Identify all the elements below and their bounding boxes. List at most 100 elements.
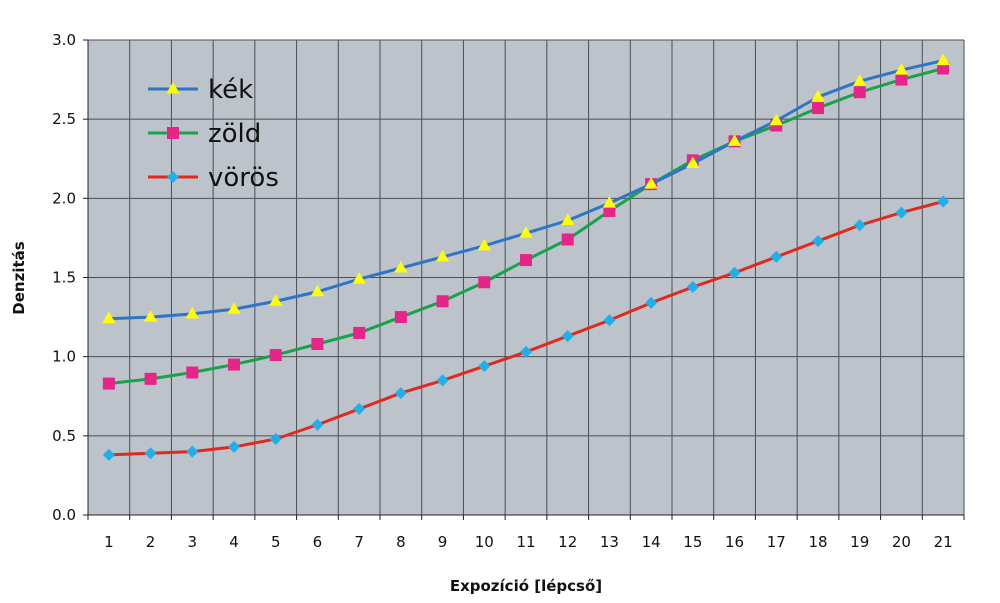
- y-tick-label: 3.0: [52, 31, 76, 49]
- data-point: [853, 86, 866, 99]
- data-point: [519, 226, 533, 238]
- data-point: [144, 447, 157, 460]
- data-point: [727, 134, 742, 146]
- legend-label: kék: [208, 75, 253, 105]
- data-point: [603, 314, 616, 327]
- data-point: [478, 276, 491, 289]
- data-point: [311, 338, 324, 350]
- data-point: [186, 366, 199, 379]
- data-point: [853, 74, 867, 86]
- data-point: [603, 205, 616, 217]
- x-tick-label: 17: [767, 533, 786, 551]
- data-point: [186, 445, 199, 458]
- data-point: [770, 250, 783, 263]
- legend-label: zöld: [208, 119, 261, 149]
- data-point: [728, 266, 741, 279]
- data-point: [894, 63, 909, 75]
- grid: [87, 39, 965, 516]
- data-point: [269, 294, 283, 306]
- axes: 0.00.51.01.52.02.53.01 2 3 4 5 6 7 8 9 10 11 12 13 14…: [52, 31, 965, 551]
- data-point: [561, 213, 575, 226]
- data-point: [937, 62, 950, 75]
- x-tick-label: 13: [600, 533, 619, 551]
- x-tick-label: 20: [892, 533, 911, 551]
- x-tick-label: 8: [396, 533, 406, 551]
- data-point: [228, 358, 240, 371]
- x-tick-label: 9: [438, 533, 448, 551]
- data-point: [352, 272, 366, 284]
- x-tick-label: 12: [558, 533, 577, 551]
- x-tick-label: 6: [313, 533, 323, 551]
- x-tick-label: 15: [683, 533, 702, 551]
- x-tick-label: 3: [188, 533, 198, 551]
- series-1: [102, 62, 950, 390]
- data-point: [686, 156, 700, 169]
- data-point: [394, 261, 408, 273]
- x-axis-title: Expozíció [lépcső]: [450, 577, 602, 595]
- y-axis-title: Denzitás: [10, 241, 28, 314]
- x-tick-label: 10: [475, 533, 494, 551]
- legend-marker: [167, 171, 179, 183]
- data-point: [185, 306, 199, 319]
- data-point: [853, 219, 866, 232]
- data-point: [895, 206, 908, 219]
- data-point: [936, 53, 950, 66]
- series-0: [102, 53, 950, 324]
- x-tick-label: 19: [850, 533, 869, 551]
- data-point: [602, 196, 617, 208]
- data-point: [435, 249, 450, 262]
- data-point: [102, 377, 115, 390]
- x-tick-label: 5: [271, 533, 281, 551]
- data-point: [812, 235, 824, 248]
- data-point: [812, 102, 824, 115]
- x-tick-label: 21: [934, 533, 953, 551]
- data-point: [477, 238, 491, 251]
- data-point: [645, 296, 658, 309]
- legend-marker: [167, 127, 179, 139]
- data-point: [478, 360, 491, 373]
- data-point: [394, 311, 407, 324]
- series-2: [102, 195, 950, 461]
- data-point: [644, 177, 658, 189]
- x-tick-label: 18: [808, 533, 827, 551]
- data-point: [102, 311, 116, 324]
- data-point: [520, 254, 532, 267]
- data-point: [310, 284, 325, 297]
- data-point: [227, 302, 241, 314]
- data-point: [561, 330, 574, 343]
- legend: kék zöld vörös: [148, 75, 279, 193]
- y-tick-label: 1.5: [52, 269, 76, 287]
- y-tick-label: 2.0: [52, 189, 76, 207]
- data-point: [102, 448, 115, 461]
- data-point: [394, 387, 407, 400]
- legend-marker: [166, 82, 180, 94]
- data-point: [353, 326, 366, 339]
- data-point: [937, 195, 950, 208]
- x-tick-label: 14: [642, 533, 661, 551]
- data-point: [811, 90, 825, 102]
- legend-label: vörös: [208, 163, 279, 193]
- data-point: [269, 433, 282, 445]
- data-point: [769, 113, 783, 126]
- x-tick-label: 1: [104, 533, 114, 551]
- data-point: [228, 440, 240, 453]
- data-point: [520, 345, 532, 358]
- data-point: [144, 372, 157, 385]
- data-point: [436, 295, 449, 308]
- data-point: [561, 233, 574, 246]
- y-tick-label: 0.0: [52, 506, 76, 524]
- y-tick-label: 0.5: [52, 427, 76, 445]
- x-tick-label: 16: [725, 533, 744, 551]
- data-point: [686, 281, 699, 293]
- y-tick-label: 1.0: [52, 348, 76, 366]
- x-tick-label: 4: [229, 533, 239, 551]
- data-point: [143, 310, 158, 322]
- data-point: [269, 349, 282, 362]
- x-tick-label: 11: [516, 533, 535, 551]
- data-point: [436, 374, 449, 387]
- data-point: [353, 402, 366, 415]
- x-tick-label: 7: [354, 533, 364, 551]
- data-point: [311, 418, 324, 431]
- y-tick-label: 2.5: [52, 110, 76, 128]
